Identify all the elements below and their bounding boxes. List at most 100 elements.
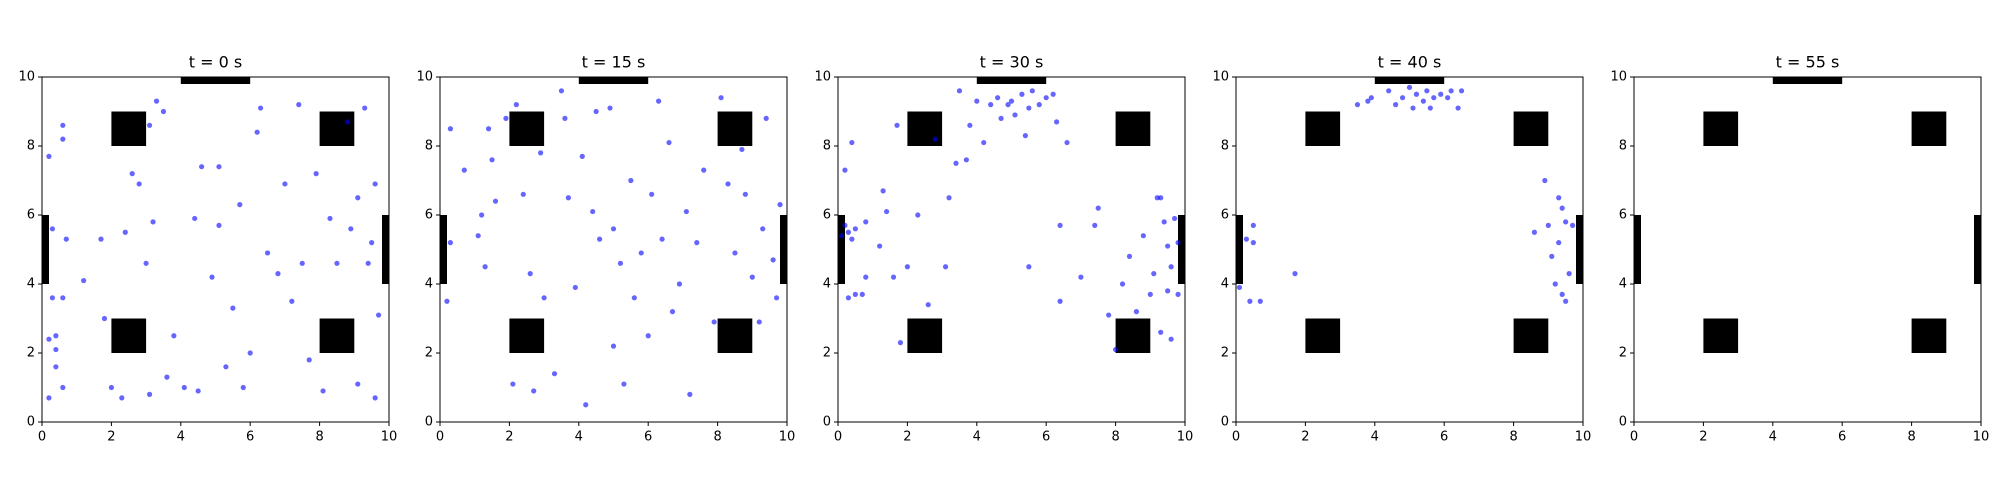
x-tick-label: 6 <box>644 430 652 445</box>
agent-point <box>904 264 911 270</box>
agent-point <box>164 374 170 380</box>
agent-point <box>531 388 537 394</box>
agent-point <box>60 295 66 301</box>
agent-point <box>258 105 264 111</box>
exit <box>1374 77 1445 84</box>
agent-point <box>1043 95 1049 101</box>
agent-point <box>1556 195 1562 201</box>
agent-point <box>1158 195 1164 201</box>
agent-point <box>845 295 852 301</box>
agent-point <box>1410 105 1416 111</box>
agent-point <box>264 250 271 256</box>
agent-point <box>1445 95 1451 101</box>
agent-point <box>1026 105 1032 111</box>
x-tick-label: 4 <box>177 430 185 445</box>
agent-point <box>1243 236 1250 242</box>
agent-point <box>475 233 481 239</box>
agent-point <box>1050 91 1056 97</box>
agent-point <box>773 295 780 301</box>
agent-point <box>1368 95 1374 101</box>
agent-point <box>49 226 56 232</box>
agent-point <box>666 139 672 146</box>
agent-point <box>1119 281 1126 287</box>
agent-point <box>1171 215 1178 222</box>
obstacle <box>1115 318 1151 353</box>
x-tick-label: 2 <box>107 430 115 445</box>
agent-point <box>631 295 637 301</box>
agent-point <box>1458 88 1465 94</box>
agent-point <box>1563 298 1569 304</box>
agent-point <box>527 271 533 277</box>
y-tick-label: 2 <box>823 346 831 361</box>
agent-point <box>1168 264 1174 270</box>
exit <box>382 215 389 284</box>
agent-point <box>1175 291 1181 297</box>
agent-point <box>925 302 931 308</box>
agent-point <box>1036 102 1042 108</box>
agent-point <box>513 102 519 108</box>
agent-point <box>1247 298 1253 304</box>
agent-point <box>49 295 56 301</box>
agent-point <box>942 264 949 270</box>
y-tick-label: 2 <box>1619 346 1627 361</box>
agent-point <box>327 215 333 222</box>
agent-point <box>1064 139 1070 146</box>
y-tick-label: 0 <box>1221 415 1229 430</box>
exit <box>1974 215 1981 284</box>
agent-point <box>461 167 467 173</box>
agent-point <box>1168 336 1174 342</box>
agent-point <box>656 98 662 104</box>
y-tick-label: 10 <box>814 70 831 85</box>
agent-point <box>447 240 454 246</box>
agent-point <box>81 277 87 284</box>
x-tick-label: 6 <box>1838 430 1846 445</box>
obstacle <box>907 318 943 353</box>
agent-point <box>485 126 492 132</box>
obstacle <box>717 111 753 146</box>
y-tick-label: 6 <box>1221 208 1229 223</box>
agent-point <box>369 240 375 246</box>
exit <box>42 215 49 284</box>
y-tick-label: 6 <box>425 208 433 223</box>
agent-point <box>53 364 59 370</box>
agent-point <box>659 236 665 242</box>
obstacle <box>1703 111 1739 146</box>
agent-point <box>963 157 969 163</box>
agent-point <box>1552 281 1558 287</box>
agent-point <box>1563 219 1569 225</box>
y-tick-label: 10 <box>1212 70 1229 85</box>
panel-title: t = 55 s <box>1776 53 1840 72</box>
agent-point <box>1448 88 1454 94</box>
agent-point <box>1022 133 1028 139</box>
obstacle <box>1115 111 1151 146</box>
x-tick-label: 8 <box>1111 430 1119 445</box>
agent-point <box>1365 98 1371 104</box>
agent-point <box>995 95 1001 101</box>
agent-point <box>1165 243 1171 249</box>
agent-point <box>770 257 776 263</box>
agent-point <box>880 188 886 194</box>
agent-point <box>1019 91 1025 97</box>
agent-point <box>348 226 354 232</box>
x-tick-label: 6 <box>1042 430 1050 445</box>
agent-point <box>565 195 571 201</box>
agent-point <box>510 381 516 387</box>
x-tick-label: 4 <box>1769 430 1777 445</box>
agent-point <box>617 260 624 266</box>
panel-title: t = 15 s <box>582 53 646 72</box>
x-tick-label: 2 <box>1301 430 1309 445</box>
agent-point <box>1531 229 1538 235</box>
y-tick-label: 8 <box>823 139 831 154</box>
obstacle <box>319 318 355 353</box>
y-tick-label: 8 <box>27 139 35 154</box>
agent-point <box>1424 88 1430 94</box>
agent-point <box>863 219 869 225</box>
agent-point <box>60 384 66 391</box>
agent-point <box>479 212 485 218</box>
agent-point <box>538 150 544 156</box>
agent-point <box>160 108 167 115</box>
agent-point <box>299 260 305 266</box>
agent-point <box>1399 95 1406 101</box>
agent-point <box>492 198 499 204</box>
agent-point <box>334 260 340 266</box>
